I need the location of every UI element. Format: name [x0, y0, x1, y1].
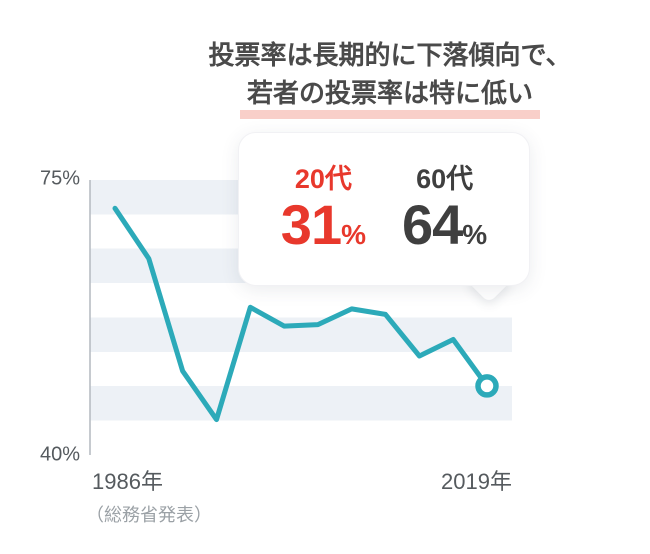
x-axis-label-left: 1986年 [92, 469, 163, 494]
chart-title: 投票率は長期的に下落傾向で、 若者の投票率は特に低い [150, 36, 630, 119]
age-group-label-20s: 20代 [294, 163, 352, 194]
turnout-line [112, 205, 490, 423]
y-axis-label-top: 75% [39, 167, 80, 190]
chart-title-line1: 投票率は長期的に下落傾向で、 [208, 40, 572, 70]
callout-bubble: 20代 31% 60代 64% [238, 132, 530, 304]
callout-body: 20代 31% 60代 64% [238, 132, 530, 286]
line-chart [89, 180, 499, 455]
percent-sign: % [341, 219, 366, 251]
source-note: （総務省発表） [86, 505, 212, 525]
y-axis-label-bottom: 40% [39, 443, 80, 466]
callout-group-60s: 60代 64% [402, 163, 487, 256]
turnout-value-60s: 64% [402, 193, 488, 257]
percent-sign: % [462, 219, 488, 251]
x-axis-label-right: 2019年 [441, 469, 512, 494]
age-group-label-60s: 60代 [416, 163, 474, 194]
callout-group-20s: 20代 31% [281, 163, 366, 256]
last-point-marker [475, 374, 499, 398]
chart-title-line2-highlighted: 若者の投票率は特に低い [239, 74, 541, 119]
turnout-value-20s: 31% [280, 193, 366, 257]
